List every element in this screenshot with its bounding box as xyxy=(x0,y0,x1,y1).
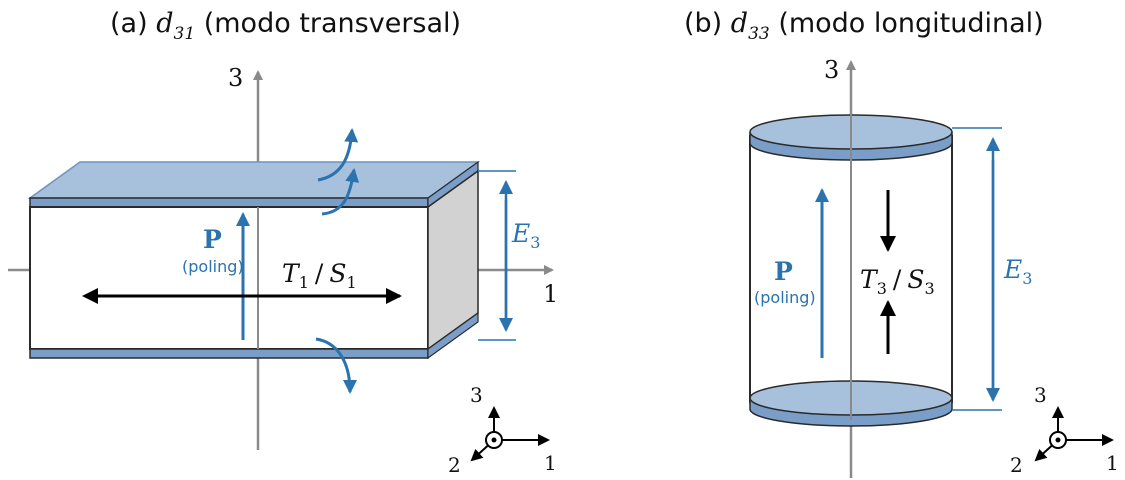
e3-symbol: E xyxy=(511,219,530,248)
polarization-b-label: P xyxy=(774,257,793,286)
triad-a-dot xyxy=(491,437,497,443)
top-curved-arrow-1 xyxy=(317,128,359,182)
panel-a-title-subscript: 31 xyxy=(174,24,196,44)
stress-slash: / xyxy=(315,259,324,288)
stress-b-slash: / xyxy=(893,265,902,294)
stress-label: T1/S1 xyxy=(282,259,357,292)
stress-S-sub: 1 xyxy=(346,273,356,292)
panel-a-title-prefix: (a) xyxy=(110,8,156,39)
stress-T: T xyxy=(282,259,301,288)
stress-S: S xyxy=(329,259,346,288)
panel-a-title-suffix: (modo transversal) xyxy=(195,8,461,39)
bottom-electrode-edge xyxy=(29,348,429,359)
triad-b-x-label: 1 xyxy=(1106,451,1119,475)
axis-1-label: 1 xyxy=(543,280,558,308)
front-face xyxy=(29,206,429,350)
e3-label: E3 xyxy=(511,219,540,252)
top-electrode-face xyxy=(27,161,481,199)
stress-b-S: S xyxy=(907,265,924,294)
triad-a-z-label: 3 xyxy=(470,383,483,407)
poling-b-label: (poling) xyxy=(754,288,816,307)
e3-subscript: 3 xyxy=(530,233,540,252)
e3b-label: E3 xyxy=(1003,255,1032,288)
panel-b-title-suffix: (modo longitudinal) xyxy=(770,8,1044,39)
panel-a: (a) d31 (modo transversal) 3 1 P (poling… xyxy=(8,8,558,477)
triad-b-z-label: 3 xyxy=(1034,383,1047,407)
panel-b-title-subscript: 33 xyxy=(748,24,770,44)
triad-a: 3 1 2 xyxy=(448,383,557,477)
bottom-curved-arrow xyxy=(315,337,357,394)
poling-label: (poling) xyxy=(182,257,244,276)
triad-a-y-label: 2 xyxy=(448,453,461,477)
triad-b: 3 1 2 xyxy=(1010,383,1119,477)
stress-b-S-sub: 3 xyxy=(924,279,934,298)
triad-b-dot xyxy=(1055,437,1061,443)
panel-a-title-symbol: d xyxy=(156,8,173,39)
axis-3-label: 3 xyxy=(228,64,243,92)
stress-b-label: T3/S3 xyxy=(860,265,935,298)
panel-b-title-symbol: d xyxy=(731,8,748,39)
triad-a-x-label: 1 xyxy=(544,451,557,475)
stress-T-sub: 1 xyxy=(299,273,309,292)
top-curved-arrow-2 xyxy=(321,168,360,216)
stress-b-T: T xyxy=(860,265,879,294)
axis-3b-label: 3 xyxy=(824,56,839,84)
e3b-subscript: 3 xyxy=(1022,269,1032,288)
triad-b-y-label: 2 xyxy=(1010,453,1023,477)
top-electrode-edge xyxy=(29,197,429,208)
e3b-symbol: E xyxy=(1003,255,1022,284)
panel-b-title-prefix: (b) xyxy=(684,8,731,39)
panel-a-title: (a) d31 (modo transversal) xyxy=(110,8,461,44)
polarization-label: P xyxy=(203,225,222,254)
stress-b-T-sub: 3 xyxy=(877,279,887,298)
bottom-electrode-side-edge xyxy=(427,311,479,360)
panel-b: (b) d33 (modo longitudinal) 3 P (poling)… xyxy=(684,8,1119,478)
stress-arrow-left-head xyxy=(82,288,98,304)
panel-b-title: (b) d33 (modo longitudinal) xyxy=(684,8,1044,44)
